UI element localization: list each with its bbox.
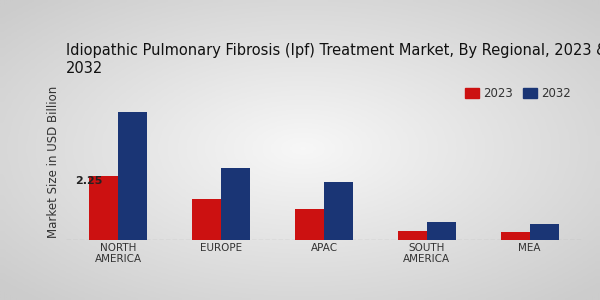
Bar [193,199,221,240]
Bar [501,232,530,240]
Bar [398,231,427,240]
Bar [427,222,455,240]
Y-axis label: Market Size in USD Billion: Market Size in USD Billion [47,86,61,238]
Text: 2.25: 2.25 [76,176,103,186]
Bar [118,112,147,240]
Bar [324,182,353,240]
Legend: 2023, 2032: 2023, 2032 [460,82,576,104]
Bar [221,168,250,240]
Bar [89,176,118,240]
Bar [295,209,324,240]
Bar [530,224,559,240]
Text: Idiopathic Pulmonary Fibrosis (Ipf) Treatment Market, By Regional, 2023 &
2032: Idiopathic Pulmonary Fibrosis (Ipf) Trea… [66,44,600,76]
